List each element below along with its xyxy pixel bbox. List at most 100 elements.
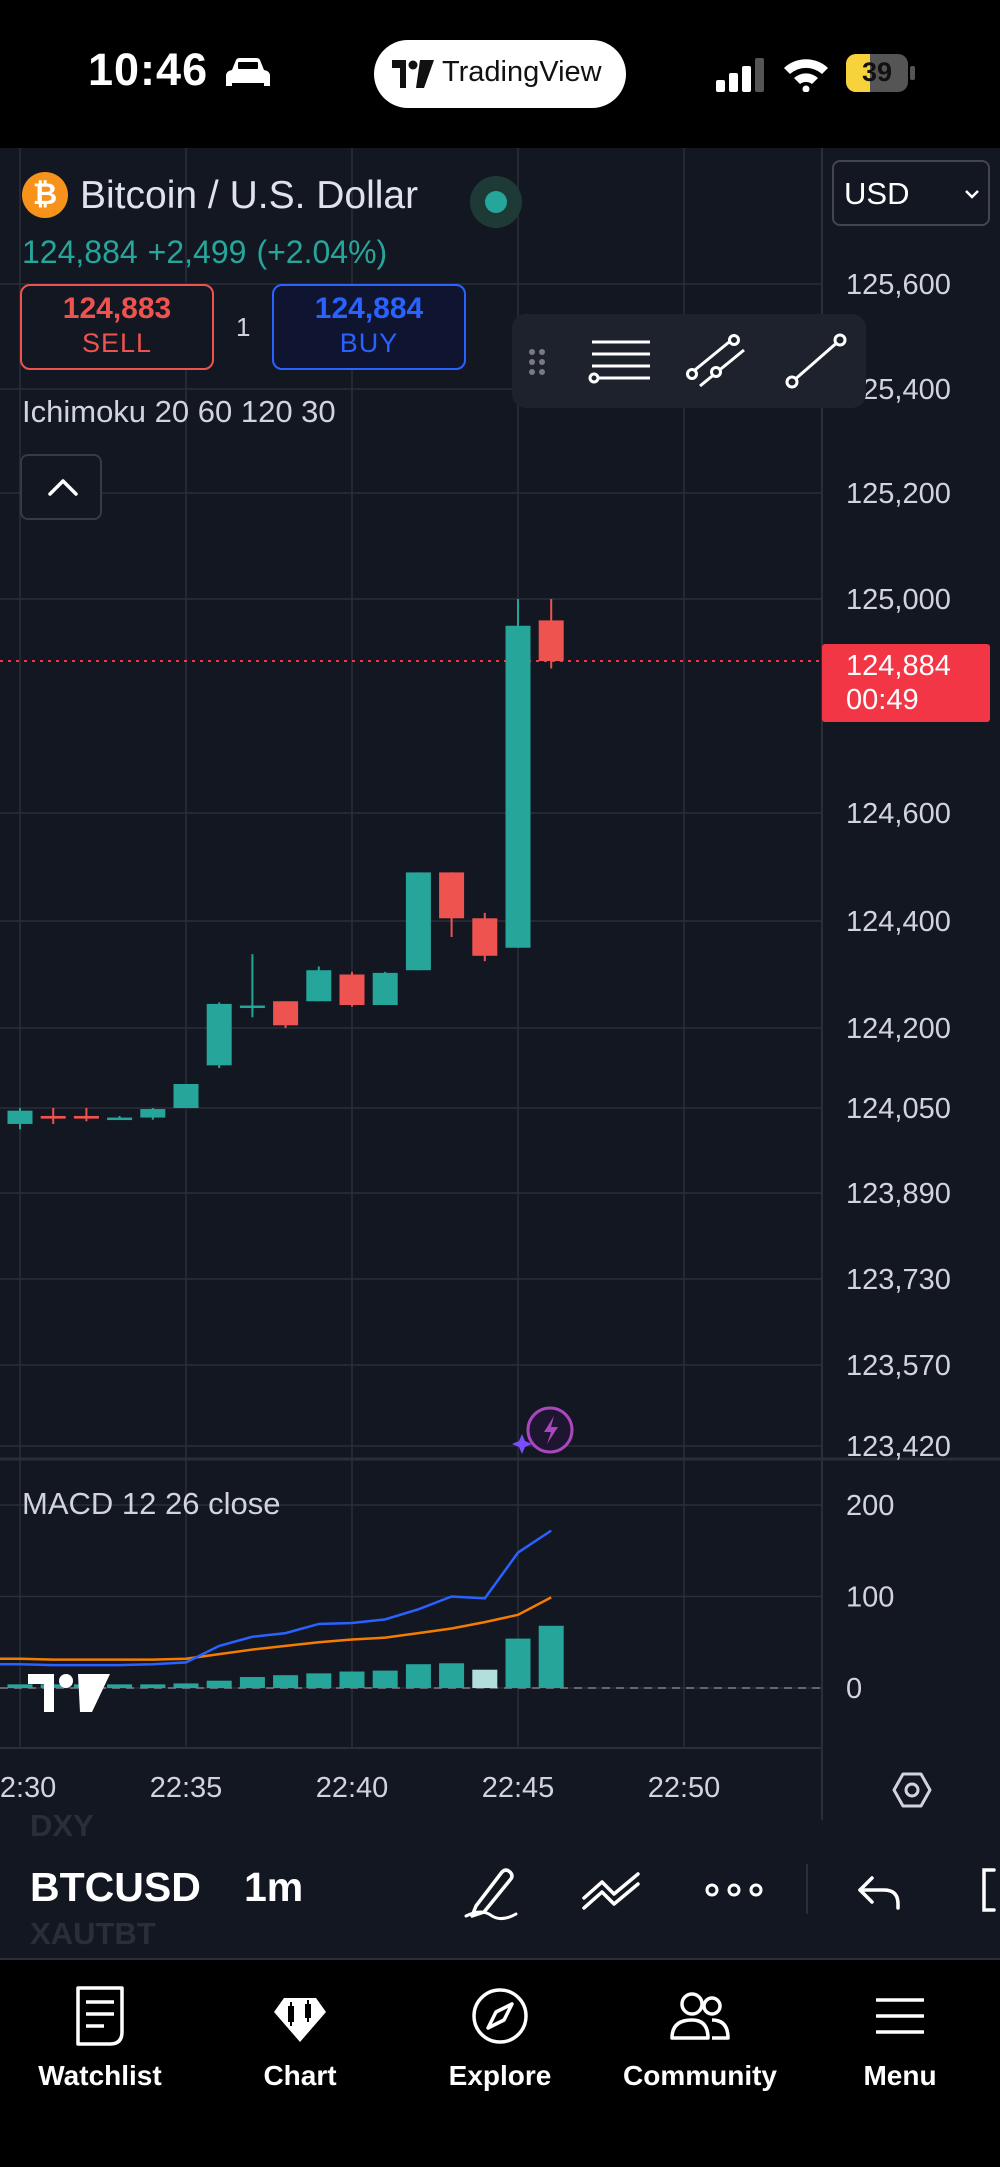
price-axis-label: 124,400: [846, 906, 951, 938]
ichimoku-legend[interactable]: Ichimoku 20 60 120 30: [22, 394, 336, 429]
sell-button[interactable]: 124,883 SELL: [20, 284, 214, 370]
candle-body[interactable]: [306, 970, 332, 1002]
last-price-tag: 124,884 00:49: [822, 644, 990, 722]
tab-label: Watchlist: [38, 2060, 162, 2091]
macd-legend[interactable]: MACD 12 26 close: [22, 1486, 281, 1521]
price-summary: 124,884 +2,499 (+2.04%): [22, 234, 397, 271]
macd-histogram-bar: [306, 1673, 332, 1688]
tab-label: Chart: [263, 2060, 337, 2091]
previous-symbol[interactable]: DXY: [30, 1808, 94, 1843]
price-axis-label: 123,890: [846, 1178, 951, 1210]
chart-canvas[interactable]: 125,600125,400125,200125,000124,600124,4…: [0, 148, 1000, 1820]
candle-body[interactable]: [472, 918, 498, 956]
macd-histogram-bar: [140, 1684, 166, 1688]
indicators-icon[interactable]: [580, 1858, 644, 1922]
drawing-toolbar: [512, 314, 866, 408]
candle-body[interactable]: [239, 1005, 265, 1009]
market-open-indicator: [470, 176, 522, 228]
collapse-legend-button[interactable]: [20, 454, 102, 520]
candle-body[interactable]: [439, 872, 465, 919]
next-symbol[interactable]: XAUTBT: [30, 1916, 156, 1951]
chart-area[interactable]: 125,600 125,400 125,200 125,000 124,600 124,4…: [0, 148, 1000, 1820]
chart-settings-icon[interactable]: [890, 1768, 934, 1812]
drag-handle-icon[interactable]: [522, 330, 552, 392]
macd-histogram-bar: [439, 1663, 465, 1688]
status-bar: 10:46 TradingView 39: [0, 0, 1000, 148]
price-change: +2,499: [147, 234, 247, 270]
fullscreen-icon[interactable]: [970, 1858, 1000, 1922]
bottom-toolbar: DXY BTCUSD XAUTBT 1m: [0, 1808, 1000, 1958]
candle-body[interactable]: [73, 1115, 99, 1119]
candle-body[interactable]: [40, 1115, 66, 1119]
price-axis-label: 125,000: [846, 584, 951, 616]
candle-body[interactable]: [140, 1109, 166, 1118]
more-options-icon[interactable]: [702, 1858, 766, 1922]
tab-menu[interactable]: Menu: [800, 1978, 1000, 2098]
watchlist-icon: [76, 1986, 124, 2046]
buy-price: 124,884: [314, 292, 424, 325]
macd-histogram-bar: [206, 1680, 232, 1688]
sell-label: SELL: [81, 328, 153, 358]
tab-bar: Watchlist Chart Explore Community: [0, 1958, 1000, 2167]
candle-body[interactable]: [107, 1117, 133, 1121]
candle-body[interactable]: [405, 872, 431, 971]
macd-histogram-bar: [273, 1675, 299, 1688]
cellular-signal-icon: [716, 58, 764, 92]
candle-body[interactable]: [206, 1003, 232, 1066]
chevron-up-icon: [48, 479, 78, 496]
tab-label: Explore: [448, 2060, 552, 2091]
community-icon: [670, 1992, 730, 2040]
car-icon: [226, 58, 270, 86]
tab-watchlist[interactable]: Watchlist: [0, 1978, 200, 2098]
candle-body[interactable]: [339, 974, 365, 1005]
candle-body[interactable]: [7, 1110, 33, 1124]
app-pill[interactable]: TradingView: [374, 40, 626, 108]
signal-line: [0, 1596, 552, 1661]
compass-icon: [472, 1988, 528, 2044]
price-axis-label: 123,570: [846, 1350, 951, 1382]
price-axis-label: 124,600: [846, 798, 951, 830]
candle-body[interactable]: [173, 1084, 199, 1108]
tab-community[interactable]: Community: [600, 1978, 800, 2098]
drawing-tools-icon[interactable]: [462, 1858, 522, 1922]
macd-axis-label: 200: [846, 1490, 894, 1522]
macd-histogram-bar: [372, 1670, 398, 1688]
undo-icon[interactable]: [852, 1858, 908, 1922]
menu-icon: [876, 1998, 924, 2034]
currency-select[interactable]: USD: [832, 160, 990, 226]
candle-body[interactable]: [273, 1001, 299, 1026]
symbol-selector[interactable]: BTCUSD: [30, 1864, 201, 1910]
battery-indicator: 39: [846, 54, 916, 92]
price-axis-label: 125,200: [846, 478, 951, 510]
tab-label: Menu: [863, 2060, 937, 2091]
tab-explore[interactable]: Explore: [400, 1978, 600, 2098]
price-axis-label: 125,600: [846, 269, 951, 301]
horizontal-lines-icon[interactable]: [584, 330, 656, 392]
trend-line-icon[interactable]: [780, 330, 852, 392]
interval-selector[interactable]: 1m: [244, 1864, 304, 1910]
last-price: 124,884: [22, 234, 138, 270]
time-axis-label: 22:35: [150, 1772, 223, 1804]
spread-value: 1: [236, 312, 251, 342]
tab-chart[interactable]: Chart: [200, 1978, 400, 2098]
candle-body[interactable]: [538, 620, 564, 662]
tradingview-watermark-icon: [28, 1674, 110, 1712]
wifi-icon: [784, 59, 828, 92]
last-price-tag-value: 124,884: [846, 650, 951, 682]
ai-assistant-icon[interactable]: [510, 1400, 582, 1460]
currency-value: USD: [844, 176, 910, 211]
toolbar-divider: [806, 1864, 808, 1914]
buy-button[interactable]: 124,884 BUY: [272, 284, 466, 370]
time-axis-label: 22:50: [648, 1772, 721, 1804]
candle-body[interactable]: [372, 972, 398, 1005]
macd-histogram-bar: [472, 1669, 498, 1688]
parallel-channel-icon[interactable]: [682, 330, 754, 392]
bitcoin-icon: ₿: [22, 172, 68, 218]
macd-histogram-bar: [239, 1677, 265, 1688]
app-name: TradingView: [442, 56, 602, 88]
symbol-name: Bitcoin / U.S. Dollar: [80, 174, 419, 217]
chart-icon: [274, 1998, 326, 2042]
candle-body[interactable]: [505, 625, 531, 948]
price-axis-label: 123,730: [846, 1264, 951, 1296]
price-axis-label: 123,420: [846, 1431, 951, 1463]
